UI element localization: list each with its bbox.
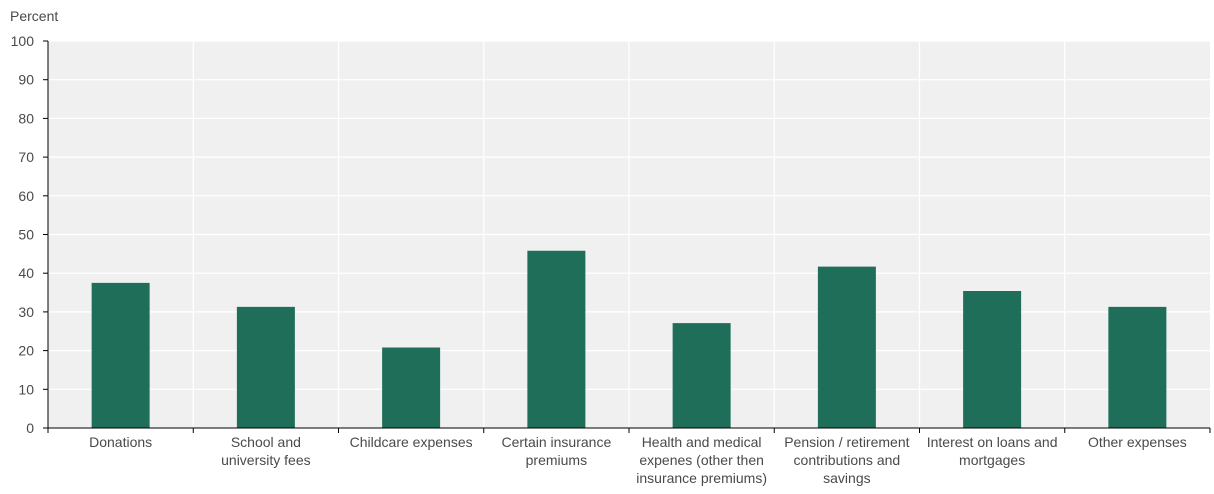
category-label: Other expenses [1088, 434, 1187, 450]
y-axis-unit-label: Percent [10, 8, 58, 24]
category-label: Childcare expenses [350, 434, 473, 450]
y-tick-label: 100 [11, 33, 35, 49]
bar [817, 266, 876, 428]
category-label: Certain insurance premiums [502, 434, 612, 468]
axes [43, 40, 1211, 433]
category-label: Interest on loans and mortgages [927, 434, 1058, 468]
bar [527, 250, 586, 428]
bar [963, 291, 1022, 428]
y-tick-label: 80 [18, 110, 34, 126]
bar [91, 282, 150, 428]
category-label: School and university fees [221, 434, 310, 468]
bars [91, 250, 1167, 428]
y-tick-label: 50 [18, 227, 34, 243]
y-tick-label: 40 [18, 265, 34, 281]
category-label: Donations [89, 434, 152, 450]
y-tick-label: 70 [18, 149, 34, 165]
y-tick-labels: 0 10 20 30 40 50 60 70 80 90 100 [11, 33, 35, 436]
bar [1108, 306, 1167, 428]
bar [382, 347, 441, 428]
bar [236, 306, 295, 428]
category-label: Health and medical expenes (other then ins… [636, 434, 767, 486]
y-tick-label: 30 [18, 304, 34, 320]
category-labels: Donations School and university fees Childc… [89, 434, 1187, 486]
y-tick-label: 90 [18, 72, 34, 88]
y-tick-label: 20 [18, 343, 34, 359]
y-tick-label: 10 [18, 381, 34, 397]
y-tick-label: 60 [18, 188, 34, 204]
category-label: Pension / retirement contributions and sav… [784, 434, 909, 486]
y-tick-label: 0 [26, 420, 34, 436]
bar [672, 323, 731, 428]
